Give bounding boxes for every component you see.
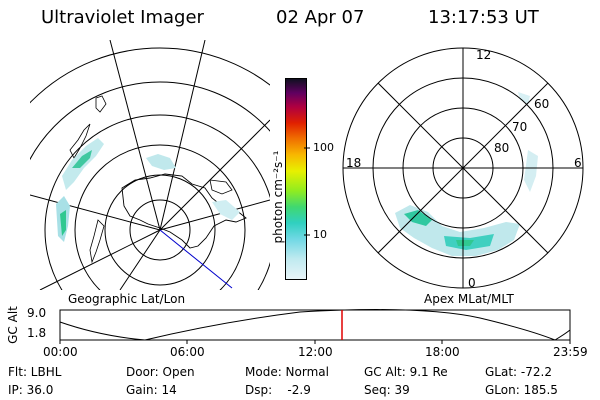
orbit-xtick-2: 12:00 <box>298 345 333 359</box>
status-door: Door: Open <box>126 365 195 379</box>
status-mode: Mode: Normal <box>245 365 329 379</box>
status-gc-alt: GC Alt: 9.1 Re <box>364 365 448 379</box>
orbit-ytick-bottom: 1.8 <box>27 326 47 340</box>
status-dsp: Dsp: -2.9 <box>245 383 311 397</box>
colorbar <box>285 78 307 280</box>
status-glon: GLon: 185.5 <box>485 383 558 397</box>
mlt-label-6: 6 <box>574 156 582 170</box>
mlat-label-60: 60 <box>534 97 550 111</box>
orbit-xtick-4: 23:59 <box>553 345 588 359</box>
orbit-xtick-3: 18:00 <box>425 345 460 359</box>
orbit-xtick-0: 00:00 <box>43 345 78 359</box>
mlt-label-0: 0 <box>468 276 476 290</box>
orbit-xtick-1: 06:00 <box>170 345 205 359</box>
instrument-title: Ultraviolet Imager <box>41 7 204 28</box>
status-seq: Seq: 39 <box>364 383 410 397</box>
orbit-ytick-top: 9.0 <box>27 306 47 320</box>
date-label: 02 Apr 07 <box>276 7 365 28</box>
colorbar-ticks <box>304 147 310 236</box>
geo-panel-label: Geographic Lat/Lon <box>68 292 186 306</box>
apex-panel-label: Apex MLat/MLT <box>424 292 514 306</box>
mlat-label-70: 70 <box>512 120 528 134</box>
status-filter: Flt: LBHL <box>8 365 62 379</box>
mlat-label-80: 80 <box>494 141 510 155</box>
colorbar-tick-100: 100 <box>313 141 334 154</box>
mlt-label-12: 12 <box>476 48 492 62</box>
status-glat: GLat: -72.2 <box>485 365 552 379</box>
colorbar-tick-10: 10 <box>313 228 327 241</box>
status-ip: IP: 36.0 <box>8 383 54 397</box>
mlt-label-18: 18 <box>346 156 362 170</box>
time-label: 13:17:53 UT <box>428 7 539 28</box>
status-gain: Gain: 14 <box>126 383 177 397</box>
